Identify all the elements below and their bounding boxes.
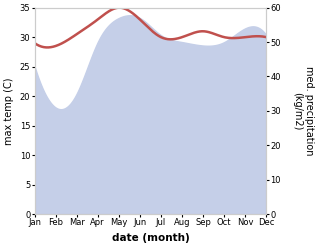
Y-axis label: max temp (C): max temp (C) [4, 77, 14, 145]
X-axis label: date (month): date (month) [112, 233, 189, 243]
Y-axis label: med. precipitation
(kg/m2): med. precipitation (kg/m2) [292, 66, 314, 156]
